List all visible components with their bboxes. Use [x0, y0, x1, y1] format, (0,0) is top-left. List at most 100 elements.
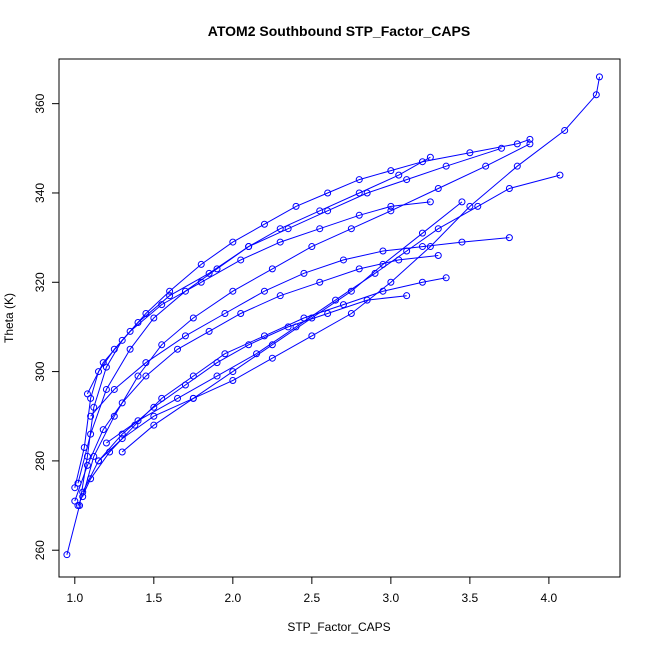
x-tick-label: 3.0: [383, 591, 400, 605]
data-point: [83, 390, 91, 398]
data-point: [426, 198, 434, 206]
x-axis-label: STP_Factor_CAPS: [287, 620, 390, 634]
y-tick-label: 360: [33, 93, 47, 113]
y-tick-label: 280: [33, 451, 47, 471]
data-point: [102, 385, 110, 393]
data-point: [292, 202, 300, 210]
data-point: [387, 278, 395, 286]
data-point: [513, 140, 521, 148]
x-tick-label: 2.0: [224, 591, 241, 605]
data-point: [526, 135, 534, 143]
data-point: [363, 296, 371, 304]
data-point: [126, 327, 134, 335]
data-point: [466, 149, 474, 157]
y-axis: 260 280 300 320 340 360: [33, 93, 60, 560]
data-point: [308, 243, 316, 251]
series-1: [63, 135, 534, 559]
series-line: [82, 295, 407, 493]
data-point: [324, 207, 332, 215]
data-point: [229, 238, 237, 246]
data-point: [229, 377, 237, 385]
series-line: [86, 201, 431, 395]
data-point: [418, 243, 426, 251]
series-line: [66, 138, 531, 555]
data-point: [355, 176, 363, 184]
y-tick-label: 260: [33, 540, 47, 560]
data-point: [316, 278, 324, 286]
data-point: [99, 426, 107, 434]
data-point: [229, 368, 237, 376]
data-point: [166, 292, 174, 300]
data-point: [110, 385, 118, 393]
series-2: [71, 144, 505, 492]
data-point: [387, 167, 395, 175]
data-point: [118, 336, 126, 344]
data-point: [434, 185, 442, 192]
data-point: [497, 144, 505, 152]
data-point: [90, 452, 98, 460]
data-point: [276, 225, 284, 233]
data-point: [166, 287, 174, 295]
data-point: [90, 403, 98, 411]
data-point: [379, 247, 387, 255]
data-point: [99, 359, 107, 367]
data-point: [434, 251, 442, 259]
data-point: [87, 412, 95, 420]
data-point: [213, 372, 221, 380]
series-line: [98, 76, 600, 462]
data-point: [126, 345, 134, 353]
data-point: [87, 430, 95, 438]
x-tick-label: 2.5: [304, 591, 321, 605]
data-point: [150, 412, 158, 420]
data-point: [134, 417, 142, 425]
data-point: [595, 73, 603, 81]
series-line: [77, 156, 431, 484]
data-point: [474, 202, 482, 210]
data-point: [387, 207, 395, 215]
data-point: [556, 171, 564, 179]
data-point: [158, 301, 166, 309]
data-point: [268, 265, 276, 273]
data-point: [418, 278, 426, 286]
series-8: [95, 73, 603, 465]
data-point: [324, 189, 332, 197]
data-point: [355, 211, 363, 219]
data-point: [418, 229, 426, 237]
series-11: [87, 234, 513, 420]
data-point: [181, 287, 189, 295]
data-point: [403, 292, 411, 300]
data-point: [308, 314, 316, 322]
data-point: [592, 91, 600, 99]
series-3: [74, 153, 434, 487]
data-point: [466, 202, 474, 210]
chart-title: ATOM2 Southbound STP_Factor_CAPS: [208, 23, 470, 39]
series-line: [82, 143, 531, 497]
data-point: [118, 399, 126, 407]
data-point: [95, 457, 103, 465]
x-tick-label: 1.0: [66, 591, 83, 605]
data-point: [505, 185, 513, 192]
data-point: [355, 189, 363, 197]
data-point: [505, 234, 513, 242]
data-point: [174, 345, 182, 353]
data-point: [268, 354, 276, 362]
series-9: [102, 171, 564, 447]
data-point: [221, 350, 229, 358]
data-point: [316, 207, 324, 215]
data-point: [79, 493, 87, 501]
data-point: [561, 126, 569, 134]
data-point: [197, 260, 205, 268]
data-point: [268, 341, 276, 349]
data-point: [95, 368, 103, 376]
data-point: [181, 381, 189, 389]
data-point: [150, 403, 158, 411]
data-point: [347, 310, 355, 318]
data-point: [379, 260, 387, 268]
data-point: [205, 327, 213, 335]
data-point: [134, 372, 142, 380]
series-7: [79, 292, 411, 496]
data-point: [213, 265, 221, 273]
data-point: [458, 238, 466, 246]
x-tick-label: 3.5: [462, 591, 479, 605]
data-point: [418, 158, 426, 166]
